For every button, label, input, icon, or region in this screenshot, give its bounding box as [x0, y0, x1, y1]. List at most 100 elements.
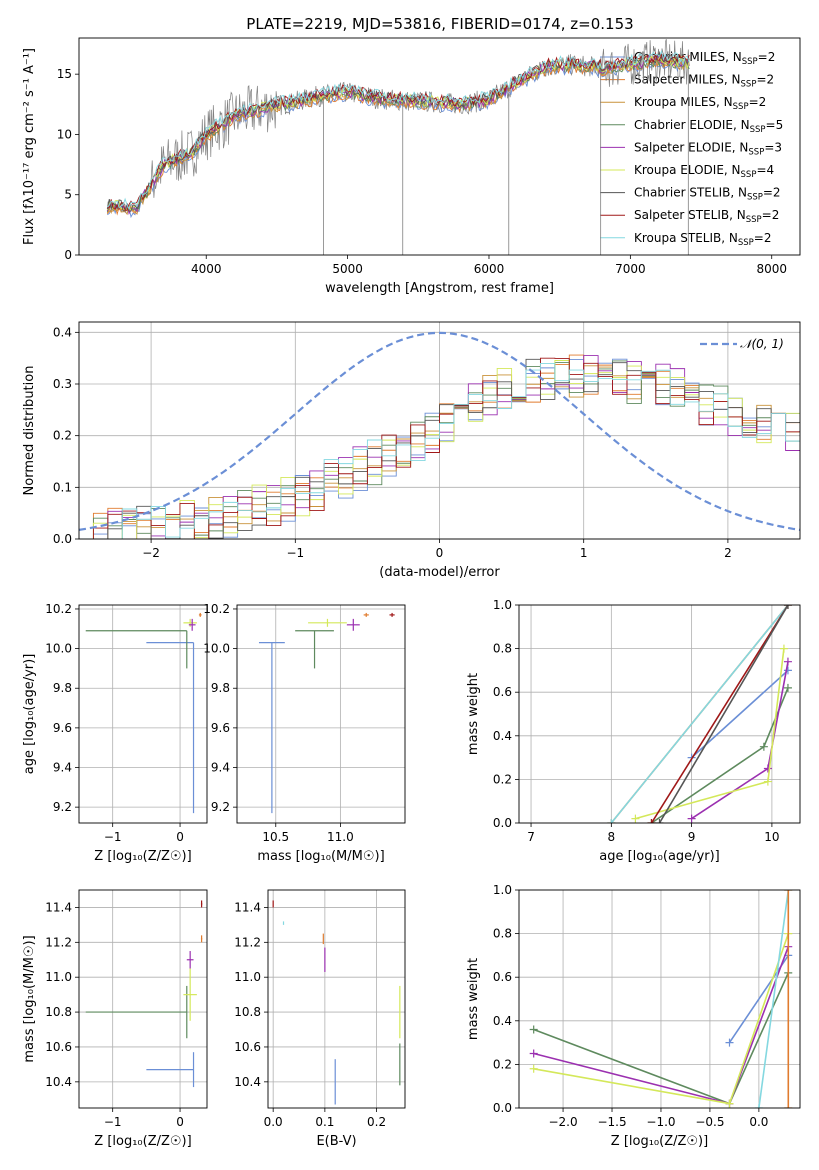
y-tick-label: 10.0 [45, 642, 72, 656]
massweight-line-salpeter_stelib [650, 605, 789, 823]
mass_vs_Z-panel: −1 0 10.4 10.6 10.8 11.0 11.2 11.4 Z [log₁₀(Z/Z☉… [22, 889, 208, 1149]
y-tick-label: 0.0 [53, 532, 72, 546]
massweight-marker-chabrier_miles [783, 666, 792, 675]
model-spectrum-salpeter_miles [106, 58, 690, 216]
x-tick-label: 0 [176, 830, 184, 844]
x-tick-label: −1.0 [646, 1115, 675, 1129]
massweight-marker-chabrier_elodie [759, 742, 768, 751]
y-tick-label: 0.2 [493, 1057, 512, 1071]
x-tick-label: −2.0 [548, 1115, 577, 1129]
y-tick-label: 10.6 [45, 1040, 72, 1054]
massweight-marker-kroupa_elodie [779, 644, 788, 653]
axes-frame [518, 604, 801, 824]
x-tick-label: 8000 [756, 262, 787, 276]
x-tick-label: −1 [104, 830, 122, 844]
y-tick-label: 1.0 [493, 883, 512, 897]
y-tick-label: 0.8 [493, 642, 512, 656]
massweight-marker-salpeter_stelib [647, 819, 656, 823]
massweight-marker-salpeter_elodie [529, 1049, 538, 1058]
y-tick-label: 5 [64, 188, 72, 202]
massweight-marker-salpeter_miles [784, 890, 793, 894]
legend-label: Kroupa STELIB, NSSP=2 [634, 231, 772, 248]
x-tick-label: 4000 [191, 262, 222, 276]
x-tick-label: 11.0 [327, 830, 354, 844]
axes-frame [236, 604, 406, 824]
x-tick-label: 10.5 [262, 830, 289, 844]
massweight-marker-kroupa_elodie [631, 814, 640, 823]
age_vs_Z-panel: −1 0 9.2 9.4 9.6 9.8 10.0 10.2 Z [log₁₀(Z/Z☉)] ag… [22, 602, 208, 864]
model-spectrum-salpeter_elodie [106, 53, 690, 216]
y-tick-label: 10.0 [203, 642, 230, 656]
legend-label: Kroupa MILES, NSSP=2 [634, 95, 766, 112]
data-spectrum-line [106, 38, 690, 213]
y-tick-label: 11.4 [45, 900, 72, 914]
x-axis-label: wavelength [Angstrom, rest frame] [325, 281, 554, 296]
x-axis-label: Z [log₁₀(Z/Z☉)] [94, 1134, 191, 1149]
model-spectrum-kroupa_miles [106, 56, 690, 216]
x-axis-label: (data-model)/error [379, 565, 500, 580]
y-tick-label: 1.0 [493, 598, 512, 612]
legend-label: Chabrier STELIB, NSSP=2 [634, 186, 781, 203]
mass_vs_ebv-panel: 0.0 0.1 0.2 10.4 10.6 10.8 11.0 11.2 11.4 E(B-V) [234, 889, 406, 1149]
massweight_vs_age-panel: 7 8 9 10 0.0 0.2 0.4 0.6 0.8 1.0 age [log₁₀(age/yr… [466, 598, 801, 864]
x-tick-label: 9 [688, 830, 696, 844]
massweight-marker-chabrier_stelib [783, 605, 792, 609]
y-tick-label: 10.2 [45, 602, 72, 616]
massweight-marker-kroupa_elodie [529, 1064, 538, 1073]
y-tick-label: 0.4 [493, 729, 512, 743]
y-tick-label: 0.0 [493, 1101, 512, 1115]
y-tick-label: 9.6 [53, 721, 72, 735]
x-tick-label: 0.1 [315, 1115, 334, 1129]
axes-frame [78, 604, 208, 824]
y-tick-label: 9.8 [211, 681, 230, 695]
x-tick-label: −1 [286, 546, 304, 560]
y-tick-label: 0.0 [493, 816, 512, 830]
massweight-marker-kroupa_elodie [763, 777, 772, 786]
legend-label: Kroupa ELODIE, NSSP=4 [634, 163, 774, 180]
massweight_vs_Z-plot-area [529, 890, 793, 1108]
x-tick-label: −0.5 [695, 1115, 724, 1129]
x-axis-label: mass [log₁₀(M/M☉)] [257, 849, 384, 864]
massweight_vs_age-plot-area [607, 605, 792, 823]
y-tick-label: 9.2 [211, 800, 230, 814]
y-tick-label: 0.1 [53, 480, 72, 494]
y-tick-label: 10 [57, 127, 72, 141]
x-axis-label: Z [log₁₀(Z/Z☉)] [94, 849, 191, 864]
massweight-marker-salpeter_elodie [783, 657, 792, 666]
age_vs_mass-plot-area [258, 612, 395, 814]
y-tick-label: 0.3 [53, 377, 72, 391]
y-tick-label: 11.2 [45, 935, 72, 949]
y-tick-label: 10.8 [45, 1005, 72, 1019]
spectrum-plot-area [106, 38, 690, 255]
y-tick-label: 9.2 [53, 800, 72, 814]
mass_vs_ebv-plot-area [272, 900, 401, 1105]
massweight-line-chabrier_miles [728, 954, 789, 1044]
x-tick-label: 0 [436, 546, 444, 560]
y-tick-label: 10.4 [234, 1075, 261, 1089]
massweight-marker-chabrier_elodie [529, 1025, 538, 1034]
massweight-marker-kroupa_elodie [725, 1099, 734, 1108]
axes-frame [78, 321, 801, 540]
legend-label: Salpeter STELIB, NSSP=2 [634, 208, 779, 225]
y-tick-label: 0.6 [493, 685, 512, 699]
y-axis-label: mass [log₁₀(M/M☉)] [22, 935, 37, 1062]
x-tick-label: 1 [580, 546, 588, 560]
axes-frame [78, 37, 801, 256]
y-tick-label: 10.4 [45, 1075, 72, 1089]
massweight-marker-chabrier_stelib [655, 819, 664, 823]
y-tick-label: 11.4 [234, 900, 261, 914]
age_vs_mass-panel: 10.5 11.0 9.2 9.4 9.6 9.8 10.0 10.2 mass [log₁₀(… [203, 602, 406, 864]
model-spectrum-salpeter_stelib [107, 51, 690, 211]
x-tick-label: 0.2 [367, 1115, 386, 1129]
legend-label: Chabrier ELODIE, NSSP=5 [634, 118, 783, 135]
x-tick-label: 0 [176, 1115, 184, 1129]
legend-label-normal: 𝒩(0, 1) [740, 337, 784, 351]
y-tick-label: 11.2 [234, 935, 261, 949]
x-axis-label: Z [log₁₀(Z/Z☉)] [611, 1134, 708, 1149]
x-tick-label: 7000 [615, 262, 646, 276]
y-tick-label: 0.8 [493, 927, 512, 941]
y-tick-label: 10.6 [234, 1040, 261, 1054]
y-tick-label: 0 [64, 248, 72, 262]
axes-frame [518, 889, 801, 1109]
